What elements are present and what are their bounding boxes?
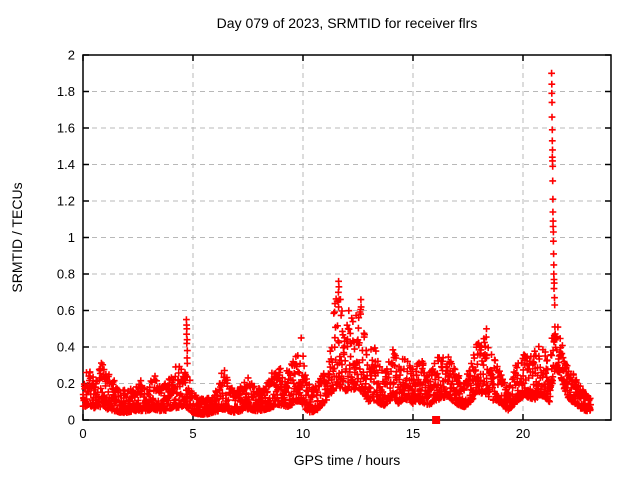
y-tick-label: 0.2 <box>57 376 75 391</box>
flagged-point-marker <box>432 416 441 424</box>
x-tick-label: 5 <box>189 426 196 441</box>
y-tick-label: 0.4 <box>57 340 75 355</box>
y-tick-label: 0.8 <box>57 267 75 282</box>
y-tick-label: 0.6 <box>57 303 75 318</box>
y-tick-label: 2 <box>68 48 75 63</box>
y-tick-label: 1 <box>68 230 75 245</box>
chart-title: Day 079 of 2023, SRMTID for receiver flr… <box>217 15 478 31</box>
x-tick-label: 20 <box>516 426 530 441</box>
tick-label-layer: 0 5 10 15 20 0 0.2 0.4 0.6 0.8 1 1.2 1.4 1.6 1.8 2 <box>57 48 530 442</box>
y-tick-label: 1.2 <box>57 194 75 209</box>
y-tick-label: 0 <box>68 413 75 428</box>
y-tick-label: 1.8 <box>57 84 75 99</box>
y-tick-label: 1.6 <box>57 121 75 136</box>
data-points-plus-markers <box>79 69 594 418</box>
flagged-epoch-square <box>432 416 441 424</box>
x-tick-label: 0 <box>79 426 86 441</box>
y-tick-label: 1.4 <box>57 157 75 172</box>
y-axis-label: SRMTID / TECUs <box>9 182 25 292</box>
x-tick-label: 10 <box>296 426 310 441</box>
plot-border <box>82 54 612 421</box>
x-tick-label: 15 <box>406 426 420 441</box>
x-axis-label: GPS time / hours <box>294 452 401 468</box>
